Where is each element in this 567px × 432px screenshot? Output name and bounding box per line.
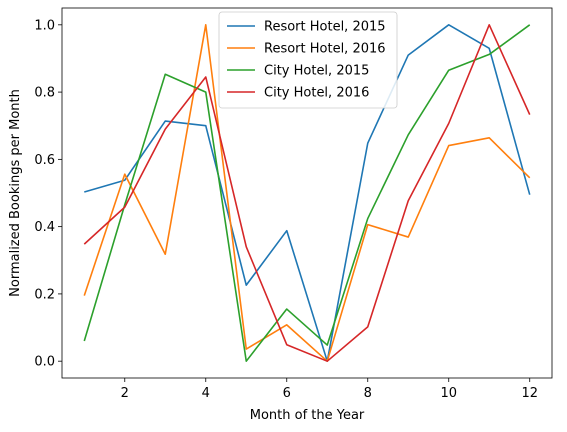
x-tick-label: 2 <box>121 386 129 401</box>
y-tick-label: 0.6 <box>34 153 55 168</box>
plot-area <box>61 7 553 379</box>
legend-label: Resort Hotel, 2016 <box>264 42 386 57</box>
y-tick-label: 1.0 <box>34 18 55 33</box>
y-tick-label: 0.2 <box>34 287 55 302</box>
series-layer <box>83 24 531 362</box>
x-axis: 2 4 6 8 10 12 <box>121 378 538 401</box>
series-line-4 <box>83 24 531 362</box>
x-tick-label: 12 <box>521 386 538 401</box>
y-tick-label: 0.0 <box>34 355 55 370</box>
x-tick-label: 6 <box>283 386 291 401</box>
y-axis-title: Normalized Bookings per Month <box>8 89 23 297</box>
y-tick-label: 0.4 <box>34 220 55 235</box>
legend-label: Resort Hotel, 2015 <box>264 20 386 35</box>
y-axis: 0.0 0.2 0.4 0.6 0.8 1.0 <box>34 18 62 370</box>
series-line-3 <box>83 24 531 362</box>
x-axis-title: Month of the Year <box>250 408 365 423</box>
y-tick-label: 0.8 <box>34 86 55 101</box>
x-tick-label: 8 <box>364 386 372 401</box>
series-line-1 <box>84 24 531 362</box>
series-line-2 <box>83 24 531 362</box>
legend-box <box>218 11 398 109</box>
x-tick-label: 4 <box>202 386 210 401</box>
legend-label: City Hotel, 2016 <box>264 86 369 101</box>
legend: Resort Hotel, 2015 Resort Hotel, 2016 City… <box>218 11 398 109</box>
plot-frame <box>61 7 553 379</box>
legend-label: City Hotel, 2015 <box>264 64 369 79</box>
x-tick-label: 10 <box>440 386 457 401</box>
